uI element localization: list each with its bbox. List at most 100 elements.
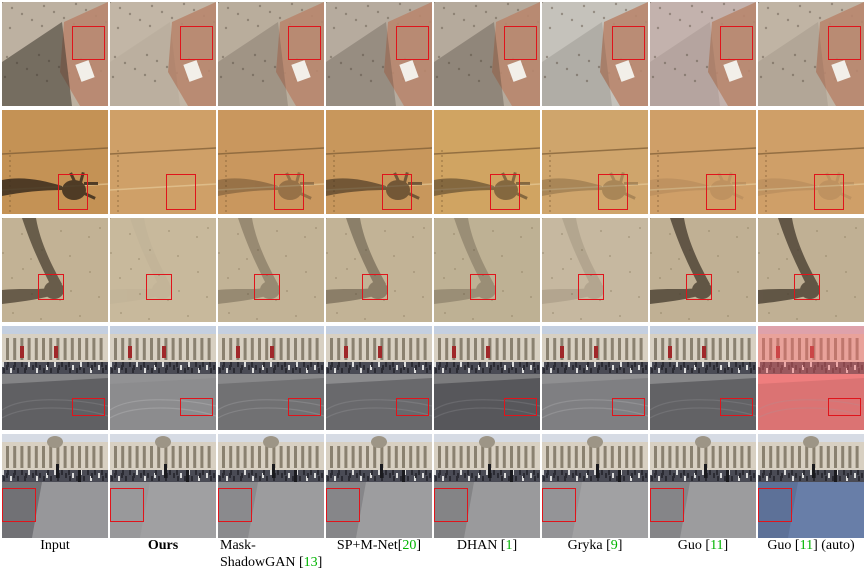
scene-graphic: [434, 434, 540, 538]
result-image-sand-box-shadow-guo-auto: [758, 2, 864, 106]
highlight-box: [180, 26, 213, 60]
result-image-sand-box-shadow-guo: [650, 2, 756, 106]
scene-graphic: [2, 218, 108, 322]
scene-graphic: [650, 2, 756, 106]
result-image-sand-arm-ours: [110, 218, 216, 322]
result-image-cardboard-hand-sp-m-net: [326, 110, 432, 214]
highlight-box: [504, 398, 537, 416]
caption-row: Input Ours Mask- ShadowGAN [13] SP+M-Net…: [2, 537, 866, 574]
result-image-sand-arm-mask-shadowgan: [218, 218, 324, 322]
result-image-cardboard-hand-input: [2, 110, 108, 214]
highlight-box: [288, 26, 321, 60]
scene-graphic: [2, 434, 108, 538]
result-image-cardboard-hand-guo-auto: [758, 110, 864, 214]
result-image-trafalgar-1-gryka: [542, 326, 648, 430]
highlight-box: [274, 174, 304, 210]
caption-ours: Ours: [147, 538, 179, 553]
highlight-box: [146, 274, 172, 300]
highlight-box: [180, 398, 213, 416]
scene-graphic: [326, 2, 432, 106]
scene-graphic: [2, 326, 108, 430]
scene-graphic: [110, 218, 216, 322]
caption-guo: Guo [11]: [677, 538, 729, 553]
scene-graphic: [758, 218, 864, 322]
result-image-sand-arm-dhan: [434, 218, 540, 322]
scene-graphic: [542, 434, 648, 538]
scene-graphic: [218, 2, 324, 106]
highlight-box: [470, 274, 496, 300]
scene-graphic: [110, 326, 216, 430]
result-image-trafalgar-2-guo: [650, 434, 756, 538]
scene-graphic: [758, 434, 864, 538]
highlight-box: [166, 174, 196, 210]
result-image-trafalgar-2-sp-m-net: [326, 434, 432, 538]
scene-graphic: [758, 110, 864, 214]
scene-graphic: [758, 2, 864, 106]
scene-graphic: [650, 110, 756, 214]
result-image-trafalgar-1-mask-shadowgan: [218, 326, 324, 430]
highlight-box: [490, 174, 520, 210]
highlight-box: [382, 174, 412, 210]
scene-graphic: [326, 218, 432, 322]
scene-graphic: [434, 110, 540, 214]
highlight-box: [578, 274, 604, 300]
scene-graphic: [110, 434, 216, 538]
result-image-sand-arm-gryka: [542, 218, 648, 322]
result-image-cardboard-hand-dhan: [434, 110, 540, 214]
highlight-box: [794, 274, 820, 300]
result-image-trafalgar-1-ours: [110, 326, 216, 430]
highlight-box: [612, 26, 645, 60]
caption-input: Input: [40, 538, 70, 553]
highlight-box: [814, 174, 844, 210]
result-image-sand-box-shadow-input: [2, 2, 108, 106]
caption-guo-auto: Guo [11] (auto): [767, 538, 855, 553]
caption-gryka: Gryka [9]: [567, 538, 623, 553]
highlight-box: [72, 398, 105, 416]
highlight-box: [828, 398, 861, 416]
scene-graphic: [650, 326, 756, 430]
scene-graphic: [434, 326, 540, 430]
scene-graphic: [542, 2, 648, 106]
result-image-trafalgar-2-ours: [110, 434, 216, 538]
result-image-sand-box-shadow-gryka: [542, 2, 648, 106]
highlight-box: [706, 174, 736, 210]
scene-graphic: [326, 110, 432, 214]
highlight-box: [758, 488, 792, 522]
result-image-trafalgar-1-input: [2, 326, 108, 430]
scene-graphic: [542, 326, 648, 430]
highlight-box: [72, 26, 105, 60]
scene-graphic: [650, 434, 756, 538]
highlight-box: [288, 398, 321, 416]
result-image-cardboard-hand-gryka: [542, 110, 648, 214]
result-image-trafalgar-1-guo-auto: [758, 326, 864, 430]
caption-dhan: DHAN [1]: [456, 538, 518, 553]
highlight-box: [598, 174, 628, 210]
scene-graphic: [2, 2, 108, 106]
highlight-box: [254, 274, 280, 300]
scene-graphic: [110, 2, 216, 106]
highlight-box: [38, 274, 64, 300]
highlight-box: [504, 26, 537, 60]
result-image-sand-box-shadow-ours: [110, 2, 216, 106]
result-image-sand-box-shadow-dhan: [434, 2, 540, 106]
result-image-trafalgar-1-sp-m-net: [326, 326, 432, 430]
scene-graphic: [542, 110, 648, 214]
result-image-trafalgar-2-gryka: [542, 434, 648, 538]
comparison-grid: [2, 2, 866, 538]
result-image-sand-arm-sp-m-net: [326, 218, 432, 322]
highlight-box: [686, 274, 712, 300]
caption-sp-m-net: SP+M-Net[20]: [336, 538, 422, 553]
scene-graphic: [542, 218, 648, 322]
result-image-trafalgar-2-mask-shadowgan: [218, 434, 324, 538]
scene-graphic: [650, 218, 756, 322]
result-image-sand-arm-guo: [650, 218, 756, 322]
highlight-box: [362, 274, 388, 300]
caption-mask-shadowgan: Mask- ShadowGAN [13]: [220, 538, 323, 570]
highlight-box: [542, 488, 576, 522]
highlight-box: [720, 26, 753, 60]
result-image-trafalgar-2-guo-auto: [758, 434, 864, 538]
highlight-box: [396, 398, 429, 416]
highlight-box: [58, 174, 88, 210]
scene-graphic: [326, 326, 432, 430]
scene-graphic: [218, 218, 324, 322]
